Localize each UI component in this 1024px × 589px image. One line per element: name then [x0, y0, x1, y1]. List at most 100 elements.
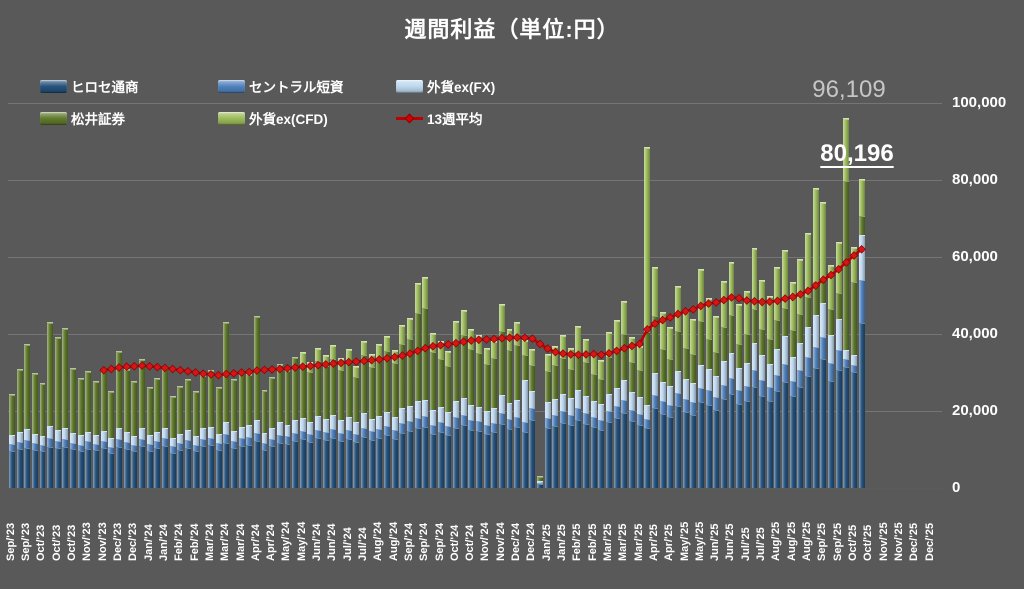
bar-segment-外貨ex(FX) [651, 373, 658, 395]
bar-segment-松井証券 [613, 348, 620, 388]
bar-segment-外貨ex(FX) [521, 380, 528, 423]
bar-segment-松井証券 [384, 351, 390, 412]
bar-segment-外貨ex(FX) [8, 435, 15, 445]
bar-week-69 [537, 476, 544, 488]
bar-week-55 [429, 333, 436, 488]
bar-segment-セントラル短資 [207, 437, 214, 446]
bar-segment-セントラル短資 [498, 412, 505, 424]
x-axis-label-week-56: Sep/'24 [433, 522, 446, 561]
bar-segment-ヒロセ通商 [315, 438, 322, 488]
bar-segment-外貨ex(CFD) [468, 329, 475, 349]
bar-segment-松井証券 [376, 358, 383, 416]
bar-segment-ヒロセ通商 [16, 449, 23, 488]
bar-segment-セントラル短資 [644, 419, 651, 429]
bar-segment-外貨ex(FX) [736, 367, 743, 390]
bar-segment-松井証券 [284, 369, 291, 426]
bar-segment-外貨ex(FX) [31, 433, 38, 444]
bar-segment-外貨ex(CFD) [629, 337, 635, 363]
bar-week-105 [812, 188, 819, 488]
bar-segment-外貨ex(CFD) [690, 319, 697, 354]
bar-segment-セントラル短資 [315, 429, 322, 439]
bar-week-75 [583, 339, 590, 488]
bar-segment-セントラル短資 [437, 422, 444, 432]
bar-segment-外貨ex(CFD) [575, 325, 582, 352]
bar-segment-松井証券 [560, 357, 567, 395]
bar-segment-ヒロセ通商 [736, 404, 743, 488]
x-axis-label-week-78: Mar/'25 [601, 523, 614, 561]
bar-segment-外貨ex(FX) [452, 401, 459, 418]
bar-segment-セントラル短資 [131, 444, 138, 452]
bar-segment-外貨ex(FX) [498, 394, 505, 413]
x-axis-label-week-90: May/'25 [693, 521, 706, 561]
bar-segment-ヒロセ通商 [720, 399, 727, 488]
bar-week-92 [713, 315, 720, 488]
bar-week-74 [575, 325, 582, 488]
bar-segment-外貨ex(FX) [537, 481, 544, 483]
bar-week-49 [384, 335, 390, 488]
bar-segment-松井証券 [108, 390, 115, 439]
bar-week-14 [116, 350, 123, 488]
bar-segment-外貨ex(FX) [70, 432, 77, 443]
bar-week-103 [797, 259, 804, 488]
bar-segment-セントラル短資 [139, 438, 145, 447]
bar-week-38 [299, 352, 306, 488]
avg-line-marker-icon [267, 365, 277, 374]
bar-segment-セントラル短資 [330, 428, 337, 438]
bar-segment-外貨ex(FX) [766, 363, 773, 387]
bar-segment-外貨ex(CFD) [376, 344, 383, 359]
bar-segment-セントラル短資 [353, 434, 360, 443]
bar-segment-ヒロセ通商 [299, 439, 306, 488]
bar-segment-ヒロセ通商 [728, 393, 735, 488]
bar-segment-松井証券 [276, 363, 283, 423]
x-axis-label-week-20: Jan/'24 [157, 524, 170, 561]
bar-segment-外貨ex(FX) [858, 235, 865, 281]
bar-segment-松井証券 [146, 386, 153, 436]
bar-segment-外貨ex(FX) [667, 385, 674, 405]
bar-week-43 [338, 357, 345, 488]
bar-segment-外貨ex(CFD) [797, 259, 804, 315]
bar-week-63 [491, 340, 498, 488]
bar-segment-ヒロセ通商 [667, 416, 674, 488]
bar-week-80 [621, 300, 628, 488]
bar-week-10 [85, 370, 92, 488]
bar-segment-外貨ex(FX) [261, 432, 268, 443]
bar-segment-セントラル短資 [322, 431, 329, 441]
bar-segment-ヒロセ通商 [70, 449, 77, 488]
bar-segment-外貨ex(FX) [399, 408, 406, 424]
bar-week-40 [315, 347, 322, 488]
avg-line-marker-icon [711, 298, 721, 307]
bar-segment-外貨ex(FX) [812, 315, 819, 348]
bar-segment-ヒロセ通商 [368, 439, 375, 488]
bar-segment-外貨ex(FX) [177, 433, 184, 443]
bar-segment-セントラル短資 [8, 444, 15, 451]
bar-segment-外貨ex(FX) [154, 431, 161, 442]
bar-segment-松井証券 [690, 353, 697, 383]
bar-week-51 [399, 325, 406, 488]
bar-segment-セントラル短資 [705, 390, 712, 405]
bar-segment-松井証券 [361, 355, 368, 414]
bar-segment-松井証券 [93, 380, 100, 435]
bar-segment-外貨ex(CFD) [751, 247, 758, 309]
bar-segment-セントラル短資 [782, 363, 789, 382]
bar-segment-セントラル短資 [575, 407, 582, 420]
bar-segment-ヒロセ通商 [399, 432, 406, 488]
bar-segment-外貨ex(FX) [253, 419, 260, 433]
bar-segment-ヒロセ通商 [85, 448, 92, 488]
bar-segment-セントラル短資 [391, 430, 398, 439]
bar-segment-外貨ex(FX) [376, 415, 383, 430]
bar-segment-セントラル短資 [828, 363, 835, 382]
bar-week-8 [70, 367, 77, 488]
bar-segment-松井証券 [315, 360, 322, 417]
bar-segment-ヒロセ通商 [39, 451, 46, 488]
bar-segment-外貨ex(FX) [322, 419, 329, 432]
bar-segment-セントラル短資 [123, 441, 130, 450]
bar-week-68 [529, 348, 536, 488]
x-axis-label-week-38: May/'24 [295, 521, 308, 561]
bar-week-2 [24, 344, 31, 488]
bar-segment-ヒロセ通商 [590, 427, 597, 488]
bar-segment-外貨ex(FX) [674, 371, 681, 393]
bar-segment-松井証券 [460, 334, 467, 398]
y-axis-label-100000: 100,000 [952, 94, 1007, 111]
bar-segment-外貨ex(FX) [162, 427, 168, 439]
